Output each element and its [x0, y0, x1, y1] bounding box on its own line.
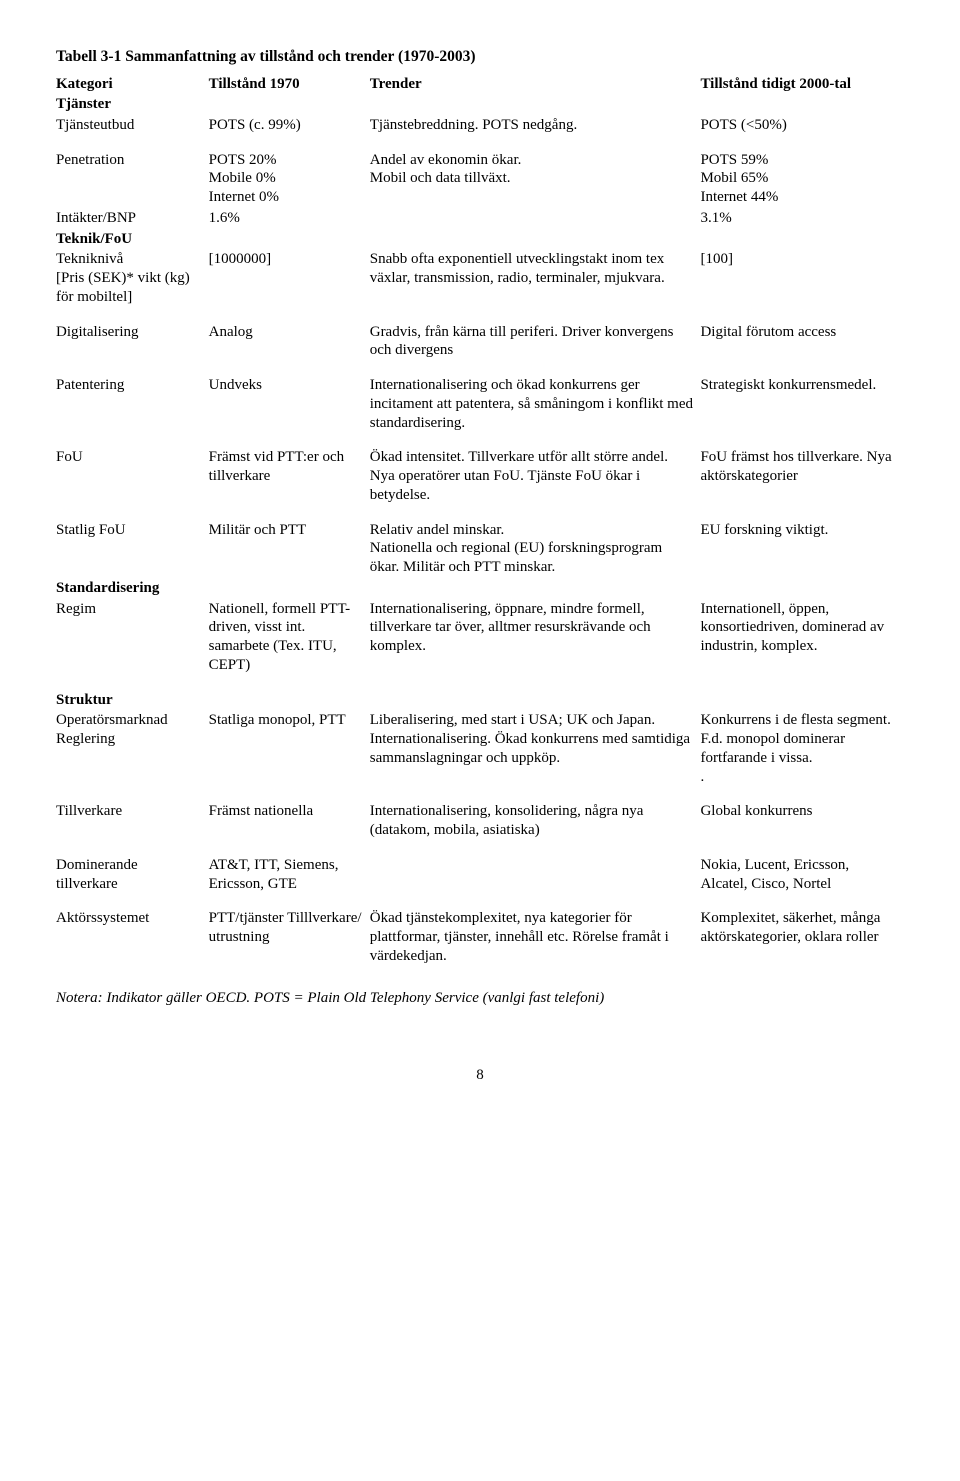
row-fou: FoU Främst vid PTT:er och tillverkare Ök…	[56, 434, 904, 506]
row-statligfou: Statlig FoU Militär och PTT Relativ ande…	[56, 507, 904, 579]
cell-k: FoU	[56, 434, 209, 506]
cell-b: Ökad intensitet. Tillverkare utför allt …	[370, 434, 701, 506]
summary-table: Kategori Tillstånd 1970 Trender Tillstån…	[56, 76, 904, 968]
cell-b	[370, 209, 701, 230]
col-kategori: Kategori	[56, 76, 209, 95]
cell-a: POTS (c. 99%)	[209, 116, 370, 137]
row-regim: Regim Nationell, formell PTT-driven, vis…	[56, 600, 904, 677]
cell-a: Statliga monopol, PTT	[209, 711, 370, 788]
cell-k: Penetration	[56, 137, 209, 209]
cell-k: Dominerande tillverkare	[56, 842, 209, 896]
cell-a: Undveks	[209, 362, 370, 434]
row-patent: Patentering Undveks Internationalisering…	[56, 362, 904, 434]
cell-c: Komplexitet, säkerhet, många aktörskateg…	[700, 895, 904, 967]
cell-k: Tillverkare	[56, 788, 209, 842]
row-tillverkare: Tillverkare Främst nationella Internatio…	[56, 788, 904, 842]
cell-k: Intäkter/BNP	[56, 209, 209, 230]
cell-c: Internationell, öppen, konsortiedriven, …	[700, 600, 904, 677]
cell-b: Internationalisering, konsolidering, någ…	[370, 788, 701, 842]
cell-k: Patentering	[56, 362, 209, 434]
row-aktor: Aktörssystemet PTT/tjänster Tilllverkare…	[56, 895, 904, 967]
cell-c: FoU främst hos tillverkare. Nya aktörska…	[700, 434, 904, 506]
col-1970: Tillstånd 1970	[209, 76, 370, 95]
section-label: Tjänster	[56, 95, 209, 116]
cell-c: POTS 59%Mobil 65%Internet 44%	[700, 137, 904, 209]
cell-b: Ökad tjänstekomplexitet, nya kategorier …	[370, 895, 701, 967]
row-teknikniva: Tekniknivå[Pris (SEK)* vikt (kg) för mob…	[56, 250, 904, 308]
cell-a: Nationell, formell PTT-driven, visst int…	[209, 600, 370, 677]
cell-c: 3.1%	[700, 209, 904, 230]
cell-b: Internationalisering, öppnare, mindre fo…	[370, 600, 701, 677]
cell-a: [1000000]	[209, 250, 370, 308]
cell-k: Tekniknivå[Pris (SEK)* vikt (kg) för mob…	[56, 250, 209, 308]
cell-b: Snabb ofta exponentiell utvecklingstakt …	[370, 250, 701, 308]
cell-c: Global konkurrens	[700, 788, 904, 842]
cell-a: Militär och PTT	[209, 507, 370, 579]
cell-b: Andel av ekonomin ökar.Mobil och data ti…	[370, 137, 701, 209]
cell-b: Internationalisering och ökad konkurrens…	[370, 362, 701, 434]
cell-a: Analog	[209, 309, 370, 363]
cell-b: Tjänstebreddning. POTS nedgång.	[370, 116, 701, 137]
cell-a: 1.6%	[209, 209, 370, 230]
row-digi: Digitalisering Analog Gradvis, från kärn…	[56, 309, 904, 363]
col-trender: Trender	[370, 76, 701, 95]
cell-c: EU forskning viktigt.	[700, 507, 904, 579]
cell-a: PTT/tjänster Tilllverkare/ utrustning	[209, 895, 370, 967]
cell-b: Gradvis, från kärna till periferi. Drive…	[370, 309, 701, 363]
cell-k: Tjänsteutbud	[56, 116, 209, 137]
cell-a: AT&T, ITT, Siemens, Ericsson, GTE	[209, 842, 370, 896]
header-row: Kategori Tillstånd 1970 Trender Tillstån…	[56, 76, 904, 95]
cell-c: Konkurrens i de flesta segment. F.d. mon…	[700, 711, 904, 788]
table-title: Tabell 3-1 Sammanfattning av tillstånd o…	[56, 48, 904, 66]
cell-c: Nokia, Lucent, Ericsson, Alcatel, Cisco,…	[700, 842, 904, 896]
section-label: Struktur	[56, 677, 209, 712]
row-operator: Operatörsmarknad Reglering Statliga mono…	[56, 711, 904, 788]
section-teknik: Teknik/FoU	[56, 230, 904, 251]
cell-b	[370, 842, 701, 896]
section-label: Standardisering	[56, 579, 209, 600]
row-penetration: Penetration POTS 20%Mobile 0%Internet 0%…	[56, 137, 904, 209]
section-label: Teknik/FoU	[56, 230, 209, 251]
cell-k: Operatörsmarknad Reglering	[56, 711, 209, 788]
table-note: Notera: Indikator gäller OECD. POTS = Pl…	[56, 990, 904, 1007]
cell-k: Statlig FoU	[56, 507, 209, 579]
cell-c: Strategiskt konkurrensmedel.	[700, 362, 904, 434]
section-struktur: Struktur	[56, 677, 904, 712]
cell-k: Aktörssystemet	[56, 895, 209, 967]
section-tjanster: Tjänster	[56, 95, 904, 116]
cell-k: Regim	[56, 600, 209, 677]
row-tjansteutbud: Tjänsteutbud POTS (c. 99%) Tjänstebreddn…	[56, 116, 904, 137]
col-2000: Tillstånd tidigt 2000-tal	[700, 76, 904, 95]
row-domtill: Dominerande tillverkare AT&T, ITT, Sieme…	[56, 842, 904, 896]
cell-a: Främst vid PTT:er och tillverkare	[209, 434, 370, 506]
cell-a: POTS 20%Mobile 0%Internet 0%	[209, 137, 370, 209]
cell-c: POTS (<50%)	[700, 116, 904, 137]
row-intakter: Intäkter/BNP 1.6% 3.1%	[56, 209, 904, 230]
cell-c: Digital förutom access	[700, 309, 904, 363]
cell-b: Liberalisering, med start i USA; UK och …	[370, 711, 701, 788]
cell-c: [100]	[700, 250, 904, 308]
page-number: 8	[56, 1067, 904, 1084]
cell-k: Digitalisering	[56, 309, 209, 363]
section-standard: Standardisering	[56, 579, 904, 600]
cell-a: Främst nationella	[209, 788, 370, 842]
cell-b: Relativ andel minskar.Nationella och reg…	[370, 507, 701, 579]
